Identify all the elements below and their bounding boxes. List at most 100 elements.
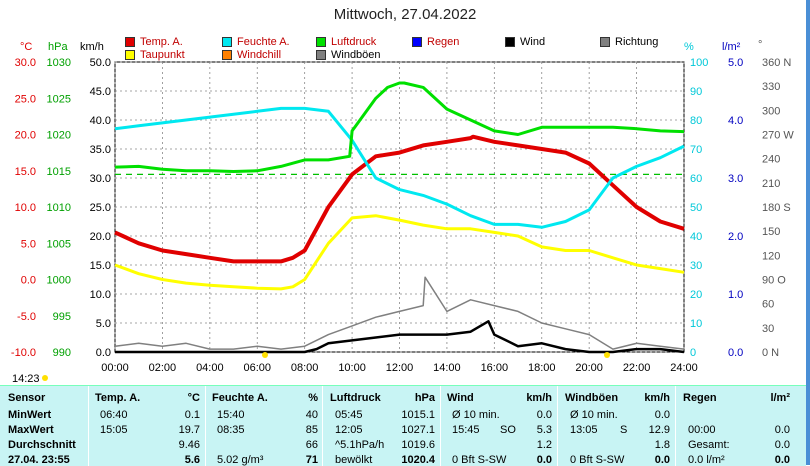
x-tick: 00:00: [101, 362, 129, 374]
legend-swatch: [125, 50, 135, 60]
rain-tick: 0.0: [728, 347, 743, 359]
table-cell: 0.1: [184, 409, 200, 421]
dir-tick: 300: [762, 105, 780, 117]
legend-label: Luftdruck: [331, 36, 377, 48]
legend-label: Feuchte A.: [237, 36, 290, 48]
table-cell: 66: [305, 439, 318, 451]
legend-item: Feuchte A.: [222, 36, 290, 48]
legend-label: Windböen: [331, 49, 381, 61]
scrollbar[interactable]: [806, 0, 810, 465]
temp-tick: 15.0: [15, 166, 36, 178]
table-header: km/h: [526, 392, 552, 404]
series-line: [114, 134, 685, 264]
table-separator: [557, 386, 558, 466]
temp-tick: 5.0: [21, 238, 36, 250]
dir-tick: 330: [762, 81, 780, 93]
sun-marker: [604, 352, 610, 358]
rain-tick: 4.0: [728, 115, 743, 127]
table-cell: Ø 10 min.: [570, 409, 618, 421]
temp-tick: 25.0: [15, 93, 36, 105]
press-tick: 1030: [47, 57, 71, 69]
table-cell: 0 Bft S-SW: [570, 454, 625, 466]
table-cell: 05:45: [335, 409, 363, 421]
table-cell: 1020.4: [401, 454, 435, 466]
wind-tick: 50.0: [90, 57, 111, 69]
temp-unit: °C: [20, 41, 32, 53]
table-cell: 15:45: [452, 424, 480, 436]
dir-tick: 210: [762, 178, 780, 190]
table-cell: 15:40: [217, 409, 245, 421]
table-cell: 0.0: [654, 454, 670, 466]
dir-tick: 270 W: [762, 130, 794, 142]
legend-swatch: [316, 37, 326, 47]
table-cell: 0.0: [774, 424, 790, 436]
temp-tick: -5.0: [17, 311, 36, 323]
table-cell: 1015.1: [401, 409, 435, 421]
legend-item: Windböen: [316, 49, 381, 61]
x-tick: 08:00: [291, 362, 319, 374]
press-tick: 1000: [47, 275, 71, 287]
table-header: Feuchte A.: [212, 392, 268, 404]
press-tick: 990: [53, 347, 71, 359]
table-separator: [675, 386, 676, 466]
hum-unit: %: [684, 41, 694, 53]
table-cell: SO: [500, 424, 516, 436]
press-tick: 1010: [47, 202, 71, 214]
dir-tick: 240: [762, 154, 780, 166]
table-separator: [322, 386, 323, 466]
legend-item: Richtung: [600, 36, 658, 48]
wind-tick: 35.0: [90, 144, 111, 156]
table-cell: S: [620, 424, 628, 436]
press-tick: 995: [53, 311, 71, 323]
x-tick: 04:00: [196, 362, 224, 374]
dir-tick: 90 O: [762, 275, 786, 287]
dir-tick: 30: [762, 323, 774, 335]
x-tick: 22:00: [623, 362, 651, 374]
x-tick: 18:00: [528, 362, 556, 374]
sun-marker: [262, 352, 268, 358]
hum-tick: 10: [690, 318, 702, 330]
stats-table: Sensor Temp. A. °C Feuchte A.% Luftdruck hPa W…: [0, 385, 806, 466]
x-tick: 10:00: [338, 362, 366, 374]
dir-tick: 120: [762, 250, 780, 262]
legend-label: Taupunkt: [140, 49, 185, 61]
table-cell: 1.2: [536, 439, 552, 451]
table-header: km/h: [644, 392, 670, 404]
legend-swatch: [222, 50, 232, 60]
x-tick: 02:00: [149, 362, 177, 374]
temp-tick: -10.0: [11, 347, 36, 359]
press-tick: 1005: [47, 238, 71, 250]
table-cell: 5.6: [184, 454, 200, 466]
series-line: [114, 276, 685, 350]
wind-tick: 15.0: [90, 260, 111, 272]
legend-swatch: [505, 37, 515, 47]
legend-label: Windchill: [237, 49, 282, 61]
table-header: hPa: [414, 392, 435, 404]
rain-tick: 1.0: [728, 289, 743, 301]
rain-tick: 5.0: [728, 57, 743, 69]
table-separator: [440, 386, 441, 466]
table-cell: 0 Bft S-SW: [452, 454, 507, 466]
hum-tick: 40: [690, 231, 702, 243]
table-header: %: [308, 392, 318, 404]
press-unit: hPa: [48, 41, 68, 53]
series-line: [114, 214, 685, 291]
wind-tick: 45.0: [90, 86, 111, 98]
table-cell: Ø 10 min.: [452, 409, 500, 421]
legend-item: Regen: [412, 36, 459, 48]
table-cell: 71: [305, 454, 318, 466]
rain-tick: 3.0: [728, 173, 743, 185]
hum-tick: 20: [690, 289, 702, 301]
table-cell: 00:00: [688, 424, 716, 436]
legend-item: Wind: [505, 36, 545, 48]
table-cell: 1.8: [654, 439, 670, 451]
table-cell: 0.0: [536, 454, 552, 466]
series-line: [114, 81, 685, 173]
legend-item: Temp. A.: [125, 36, 183, 48]
table-cell: 1027.1: [401, 424, 435, 436]
table-row-label: Durchschnitt: [8, 439, 76, 451]
table-cell: 40: [305, 409, 318, 421]
legend-swatch: [412, 37, 422, 47]
table-header: Windböen: [565, 392, 619, 404]
press-tick: 1020: [47, 130, 71, 142]
